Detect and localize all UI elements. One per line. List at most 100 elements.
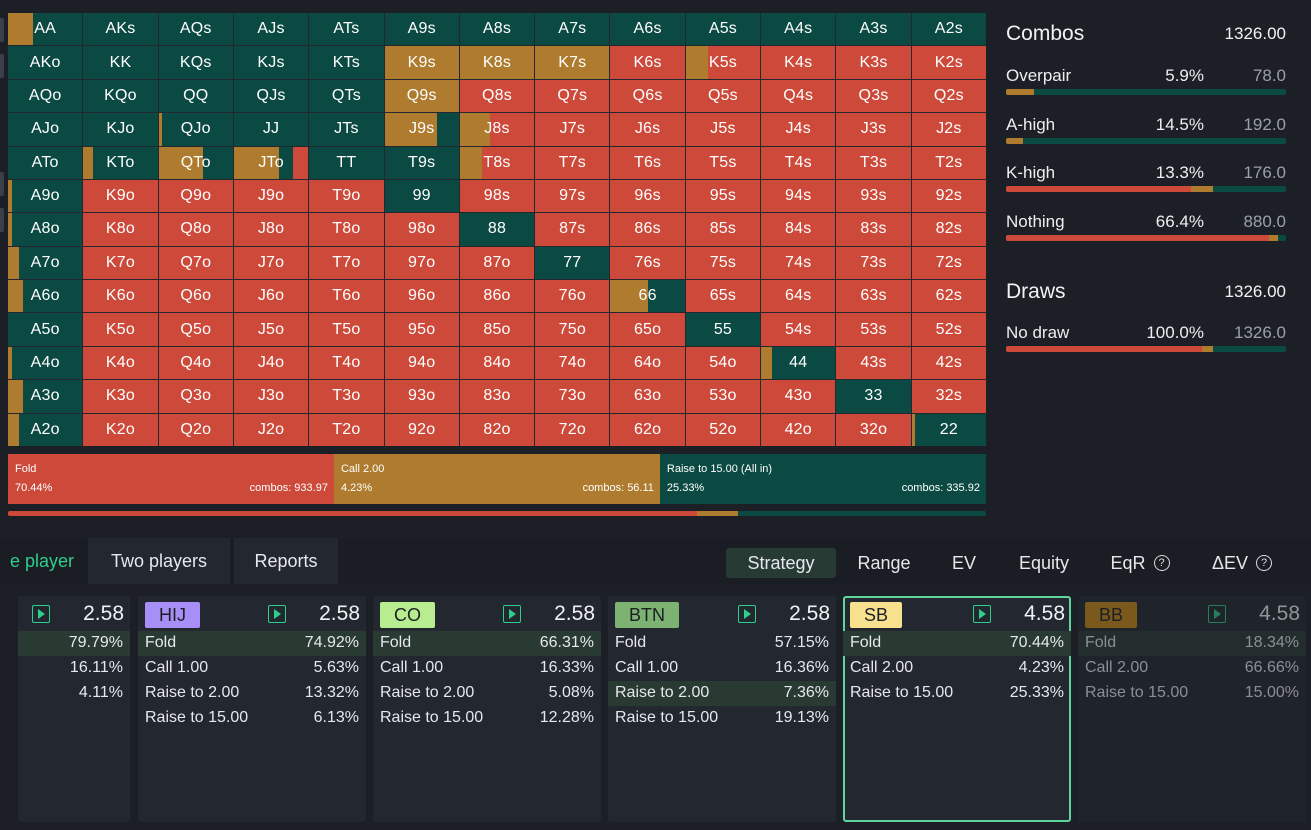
action-row[interactable]: Raise to 15.00 15.00% [1078,681,1306,706]
tab-strategy[interactable]: Strategy [726,548,836,578]
player-card[interactable]: BB 4.58 Fold 18.34% Call 2.00 66.66% Raise to … [1078,596,1306,822]
play-icon[interactable] [268,605,286,623]
hand-cell[interactable]: 76o [535,280,610,313]
hand-cell[interactable]: 84o [459,346,535,380]
hand-cell[interactable]: 42s [911,346,986,380]
hand-cell[interactable]: 63o [610,380,685,413]
action-row[interactable]: Call 1.00 16.33% [373,656,601,681]
hand-cell[interactable]: 74o [535,346,610,380]
hand-cell[interactable]: J5s [685,113,761,146]
hand-cell[interactable]: KTs [309,46,384,79]
hand-cell[interactable]: 77 [535,246,610,280]
hand-cell[interactable]: 42o [761,413,836,446]
edge-handle[interactable] [0,208,4,232]
hand-cell[interactable]: Q8o [158,213,233,246]
tab-two-players[interactable]: Two players [88,538,230,584]
tab-single-player[interactable]: e player [0,538,84,584]
action-row[interactable]: Raise to 15.00 12.28% [373,706,601,731]
hand-cell[interactable]: 86o [459,280,535,313]
hand-cell[interactable]: ATo [8,146,83,179]
action-row[interactable]: Call 1.00 5.63% [138,656,366,681]
play-icon[interactable] [503,605,521,623]
hand-cell[interactable]: QTs [309,79,384,113]
hand-cell[interactable]: 62s [911,280,986,313]
hand-cell[interactable]: K8o [83,213,158,246]
action-row[interactable]: Raise to 2.00 13.32% [138,681,366,706]
hand-cell[interactable]: 87o [459,246,535,280]
tab-ev[interactable]: EV [940,548,988,578]
action-row[interactable]: Fold 18.34% [1078,631,1306,656]
hand-cell[interactable]: K6o [83,280,158,313]
hand-cell[interactable]: K5s [685,46,761,79]
hand-cell[interactable]: T9o [309,179,384,213]
hand-cell[interactable]: K9s [384,46,459,79]
hand-cell[interactable]: T6s [610,146,685,179]
hand-cell[interactable]: T9s [384,146,459,179]
action-summary-box[interactable]: Raise to 15.00 (All in) 25.33% combos: 335… [659,454,986,504]
hand-cell[interactable]: A6s [610,13,685,46]
hand-cell[interactable]: 92o [384,413,459,446]
hand-cell[interactable]: 63s [836,280,911,313]
hand-cell[interactable]: Q3o [158,380,233,413]
hand-cell[interactable]: 92s [911,179,986,213]
hand-cell[interactable]: Q6o [158,280,233,313]
hand-cell[interactable]: T8o [309,213,384,246]
hand-cell[interactable]: JTo [233,146,309,179]
hand-cell[interactable]: A8o [8,213,83,246]
hand-cell[interactable]: 95s [685,179,761,213]
hand-cell[interactable]: 64o [610,346,685,380]
hand-cell[interactable]: K3o [83,380,158,413]
hand-cell[interactable]: 52s [911,313,986,346]
hand-cell[interactable]: A3o [8,380,83,413]
action-row[interactable]: Raise to 2.00 5.08% [373,681,601,706]
hand-cell[interactable]: 32s [911,380,986,413]
hand-cell[interactable]: 83o [459,380,535,413]
hand-cell[interactable]: 87s [535,213,610,246]
hand-cell[interactable]: K7s [535,46,610,79]
action-row[interactable]: Call 1.00 16.36% [608,656,836,681]
hand-cell[interactable]: A7s [535,13,610,46]
hand-cell[interactable]: QTo [158,146,233,179]
hand-cell[interactable]: AKs [83,13,158,46]
hand-cell[interactable]: J4s [761,113,836,146]
hand-cell[interactable]: QQ [158,79,233,113]
hand-cell[interactable]: JJ [233,113,309,146]
hand-cell[interactable]: Q9o [158,179,233,213]
hand-cell[interactable]: T3o [309,380,384,413]
hand-cell[interactable]: 96o [384,280,459,313]
player-card[interactable]: 2.58 79.79% 16.11% 4.11% [18,596,130,822]
hand-cell[interactable]: 94o [384,346,459,380]
hand-cell[interactable]: 65o [610,313,685,346]
hand-cell[interactable]: J8s [459,113,535,146]
hand-cell[interactable]: T5s [685,146,761,179]
hand-cell[interactable]: J2o [233,413,309,446]
hand-cell[interactable]: A5o [8,313,83,346]
hand-cell[interactable]: 84s [761,213,836,246]
hand-cell[interactable]: 82o [459,413,535,446]
player-card[interactable]: SB 4.58 Fold 70.44% Call 2.00 4.23% Raise to 1… [843,596,1071,822]
hand-cell[interactable]: AKo [8,46,83,79]
action-row[interactable]: 4.11% [18,681,130,706]
hand-cell[interactable]: J8o [233,213,309,246]
hand-cell[interactable]: 75o [535,313,610,346]
hand-cell[interactable]: AA [8,13,83,46]
hand-cell[interactable]: AQo [8,79,83,113]
hand-cell[interactable]: T4s [761,146,836,179]
hand-cell[interactable]: 82s [911,213,986,246]
tab-range[interactable]: Range [846,548,922,578]
action-row[interactable]: Fold 57.15% [608,631,836,656]
hand-cell[interactable]: Q8s [459,79,535,113]
hand-cell[interactable]: 43o [761,380,836,413]
hand-cell[interactable]: J7s [535,113,610,146]
action-row[interactable]: Raise to 2.00 7.36% [608,681,836,706]
hand-cell[interactable]: KJo [83,113,158,146]
hand-cell[interactable]: 94s [761,179,836,213]
hand-cell[interactable]: K5o [83,313,158,346]
hand-cell[interactable]: J9o [233,179,309,213]
hand-cell[interactable]: A9o [8,179,83,213]
action-row[interactable]: Raise to 15.00 19.13% [608,706,836,731]
hand-cell[interactable]: 99 [384,179,459,213]
hand-cell[interactable]: 32o [836,413,911,446]
hand-cell[interactable]: 98o [384,213,459,246]
action-row[interactable]: Raise to 15.00 25.33% [843,681,1071,706]
